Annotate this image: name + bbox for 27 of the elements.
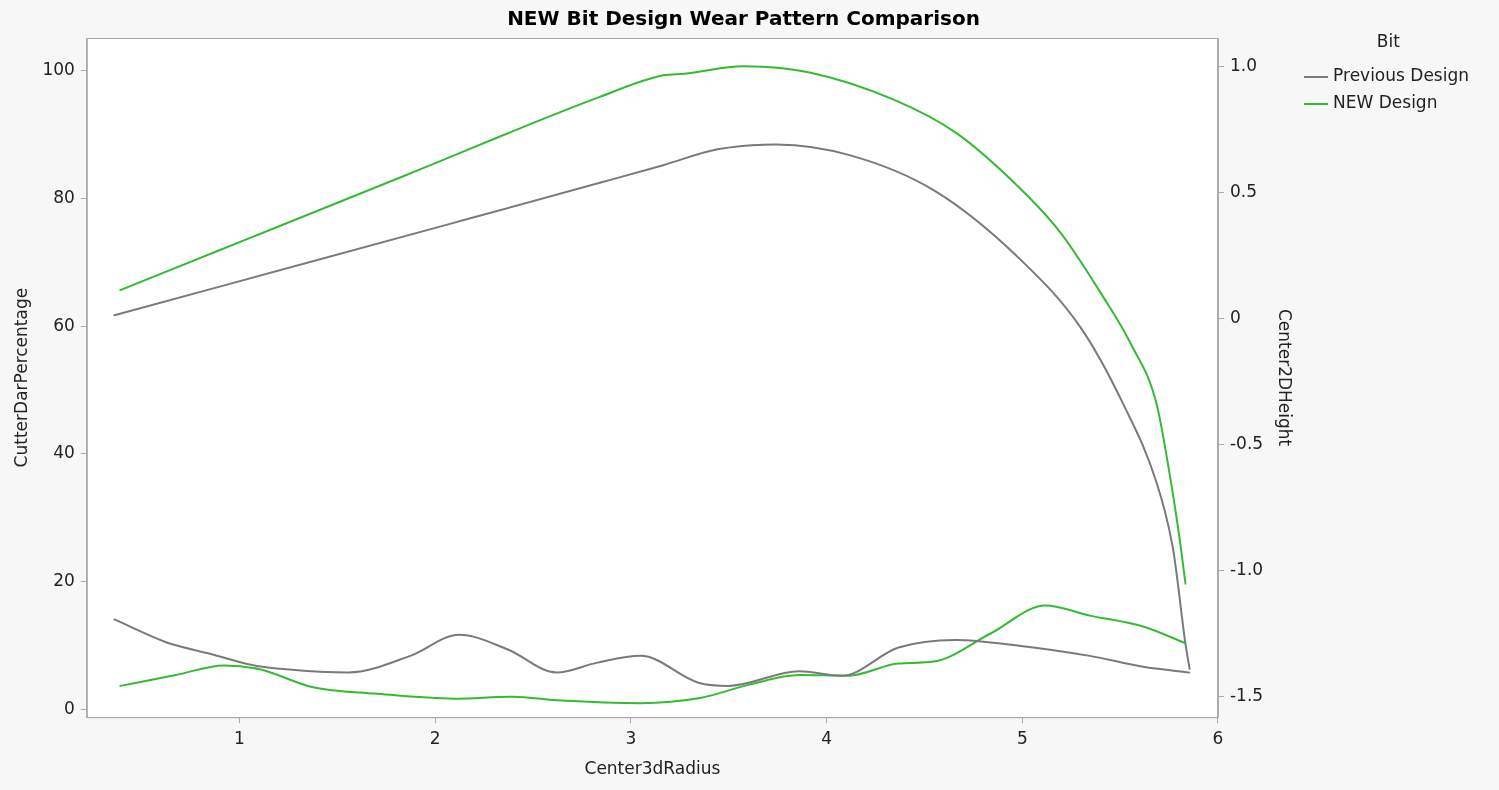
- chart-title: NEW Bit Design Wear Pattern Comparison: [507, 6, 980, 31]
- y2-tick-label: 1.0: [1229, 55, 1258, 76]
- y-tick-label: 40: [53, 442, 75, 463]
- y2-tick-label: 0: [1229, 306, 1241, 327]
- y2-tick-label: 0.5: [1229, 181, 1258, 202]
- x-tick-label: 1: [234, 727, 245, 748]
- x-tick-label: 2: [429, 727, 441, 748]
- y-tick-label: 60: [53, 314, 75, 335]
- x-tick-label: 6: [1212, 727, 1224, 748]
- legend-label: Previous Design: [1333, 65, 1470, 86]
- y-tick-label: 100: [42, 59, 75, 80]
- y-axis-title: CutterDarPercentage: [10, 287, 31, 468]
- y-tick-label: 80: [53, 186, 75, 207]
- y-tick-label: 20: [53, 570, 75, 591]
- x-axis-title: Center3dRadius: [584, 758, 721, 779]
- y2-axis-title: Center2DHeight: [1274, 308, 1295, 447]
- line-series: [119, 65, 1187, 585]
- y2-tick-label: -0.5: [1229, 432, 1264, 453]
- x-tick-label: 5: [1016, 727, 1028, 748]
- x-tick-label: 4: [821, 727, 832, 748]
- line-series: [119, 604, 1187, 705]
- legend-label: NEW Design: [1333, 92, 1438, 113]
- y-tick-label: 0: [64, 697, 75, 718]
- y2-tick-label: -1.5: [1229, 684, 1264, 705]
- legend-title: Bit: [1376, 30, 1401, 51]
- x-tick-label: 3: [625, 727, 637, 748]
- y2-tick-label: -1.0: [1229, 558, 1264, 579]
